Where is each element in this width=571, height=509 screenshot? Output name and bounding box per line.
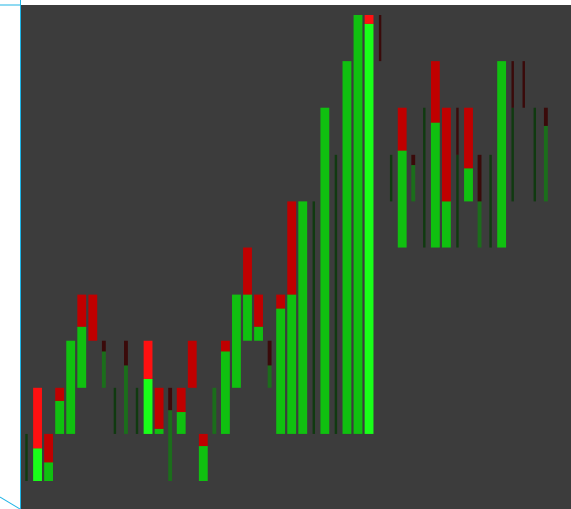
edge-decoration (0, 0, 21, 509)
bar-segment-19 (154, 428, 164, 434)
bar-segment-54 (411, 165, 416, 202)
bar-segment-52 (397, 150, 407, 248)
bar-segment-16 (135, 387, 139, 434)
bar-segment-40 (287, 294, 297, 434)
bar-segment-37 (267, 340, 272, 366)
bar-segment-59 (441, 201, 451, 248)
bar-segment-20 (154, 387, 164, 429)
bar-segment-53 (397, 107, 407, 151)
bar-segment-3 (44, 462, 54, 481)
bar-segment-23 (176, 412, 186, 434)
bar-segment-43 (312, 201, 316, 434)
bar-segment-29 (220, 351, 230, 434)
bar-segment-46 (342, 61, 352, 434)
bar-segment-27 (198, 433, 208, 447)
bar-segment-38 (276, 308, 286, 434)
bar-segment-67 (489, 154, 492, 248)
bar-segment-33 (243, 247, 252, 295)
left-edge-line (0, 496, 21, 509)
bar-segment-50 (378, 15, 382, 62)
bar-segment-32 (243, 294, 252, 341)
bar-segment-69 (511, 107, 514, 202)
bar-segment-73 (543, 125, 548, 202)
bar-segment-48 (364, 23, 374, 434)
bar-segment-11 (101, 351, 106, 388)
bar-segment-12 (101, 340, 106, 352)
bar-segment-26 (198, 446, 208, 481)
bar-segment-13 (113, 387, 117, 434)
bar-segment-21 (168, 410, 173, 481)
bar-segment-31 (232, 294, 241, 388)
bar-segment-34 (254, 326, 263, 341)
bar-segment-1 (33, 448, 42, 481)
bar-segment-9 (77, 294, 87, 327)
bar-segment-61 (456, 154, 459, 248)
bar-segment-24 (176, 387, 186, 413)
bar-segment-47 (353, 15, 363, 434)
bar-segment-68 (497, 61, 507, 248)
bar-segment-30 (220, 340, 230, 352)
bar-segment-4 (44, 433, 54, 463)
bar-segment-49 (364, 15, 374, 24)
bar-segment-36 (267, 365, 272, 388)
bar-segment-72 (533, 107, 537, 202)
bar-segment-63 (464, 168, 473, 202)
bar-segment-14 (124, 365, 128, 434)
bar-segment-18 (143, 340, 153, 379)
bar-segment-64 (464, 107, 473, 169)
bar-segment-44 (320, 107, 330, 434)
bar-segment-7 (66, 340, 76, 434)
bar-segment-39 (276, 294, 286, 309)
bar-segment-55 (411, 154, 416, 166)
bar-segment-57 (430, 122, 440, 248)
bar-segment-71 (522, 61, 525, 108)
bar-segment-65 (477, 201, 482, 248)
bar-segment-35 (254, 294, 263, 327)
bar-segment-10 (88, 294, 98, 341)
bar-segment-66 (477, 154, 482, 202)
bar-segment-62 (456, 107, 459, 155)
bar-segment-42 (298, 201, 308, 434)
bar-segment-15 (124, 340, 128, 366)
bar-segment-22 (168, 387, 173, 411)
bar-segment-56 (423, 107, 426, 248)
bar-segment-51 (389, 154, 393, 202)
bar-segment-6 (55, 387, 65, 401)
bar-segment-8 (77, 326, 87, 388)
bar-segment-74 (543, 107, 548, 126)
bar-segment-17 (143, 378, 153, 434)
bar-segment-28 (212, 387, 217, 434)
bar-segment-41 (287, 201, 297, 295)
bars-layer (25, 15, 548, 481)
bar-segment-5 (55, 400, 65, 434)
bar-segment-2 (33, 387, 42, 449)
bar-segment-25 (187, 340, 197, 388)
bar-segment-45 (334, 154, 338, 434)
bar-segment-0 (25, 433, 28, 481)
bar-segment-60 (441, 107, 451, 202)
bar-segment-58 (430, 61, 440, 123)
bar-segment-70 (511, 61, 514, 108)
